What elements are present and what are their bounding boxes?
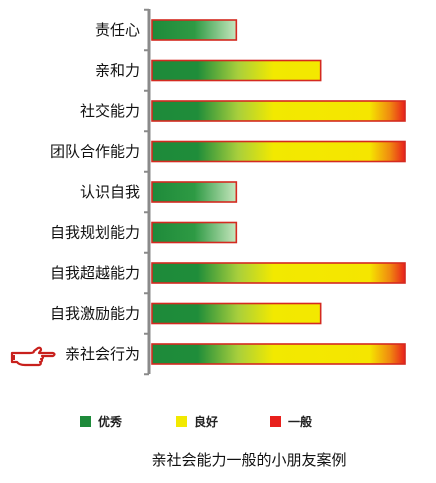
legend-label: 良好 (194, 414, 218, 429)
bar (151, 59, 322, 82)
bar (151, 302, 322, 325)
category-label: 责任心 (95, 21, 140, 39)
bars (151, 19, 406, 365)
legend-swatch (270, 416, 281, 427)
category-label: 社交能力 (80, 102, 140, 120)
category-label: 亲社会行为 (65, 345, 140, 363)
category-label: 团队合作能力 (50, 143, 140, 161)
bar (151, 100, 406, 122)
pointing-hand-icon (10, 346, 56, 367)
category-label: 亲和力 (95, 62, 140, 80)
bar (151, 19, 238, 41)
legend-label: 优秀 (98, 414, 123, 429)
category-label: 认识自我 (80, 183, 140, 201)
bar (151, 343, 406, 365)
y-axis (144, 8, 151, 376)
legend-swatch (80, 416, 91, 427)
bar (151, 140, 406, 163)
legend-swatch (176, 416, 187, 427)
category-labels: 责任心亲和力社交能力团队合作能力认识自我自我规划能力自我超越能力自我激励能力亲社… (50, 21, 140, 363)
category-label: 自我超越能力 (50, 264, 140, 282)
category-label: 自我激励能力 (50, 305, 140, 323)
bar (151, 262, 406, 284)
bar (151, 221, 238, 244)
chart-caption: 亲社会能力一般的小朋友案例 (151, 451, 346, 469)
legend-label: 一般 (288, 414, 312, 429)
bar (151, 181, 238, 203)
category-label: 自我规划能力 (50, 224, 140, 242)
legend: 优秀 良好 一般 (80, 414, 312, 429)
